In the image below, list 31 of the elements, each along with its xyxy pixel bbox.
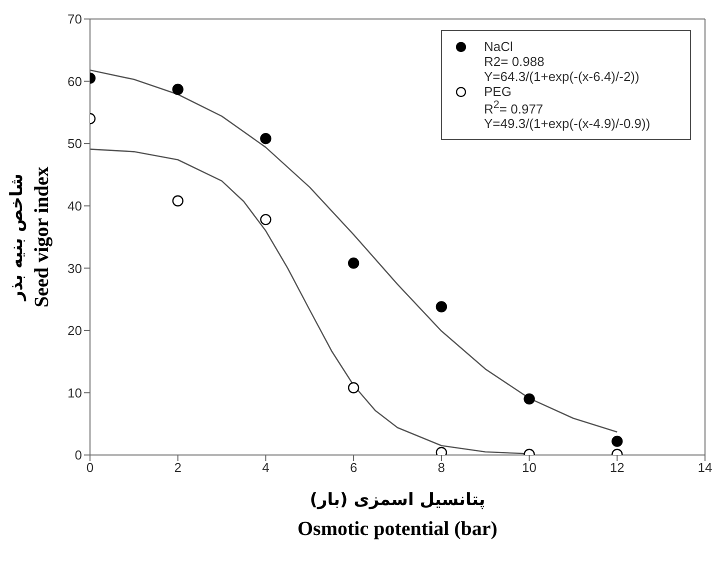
x-tick-label: 2 bbox=[174, 460, 182, 476]
y-tick-label: 40 bbox=[68, 198, 82, 214]
point bbox=[260, 214, 272, 226]
legend-label: PEG bbox=[484, 84, 512, 99]
y-tick-label: 0 bbox=[74, 448, 82, 463]
annotation: R2= 0.988 bbox=[484, 54, 546, 69]
point bbox=[348, 258, 360, 269]
y-tick-label: 70 bbox=[68, 12, 82, 27]
x-tick-label: 10 bbox=[522, 460, 537, 476]
x-tick-label: 6 bbox=[350, 460, 358, 476]
legend-label: NaCl bbox=[484, 39, 513, 54]
point bbox=[612, 436, 623, 447]
y-tick-label: 50 bbox=[68, 136, 82, 152]
x-tick-label: 8 bbox=[438, 460, 446, 476]
y-tick-label: 10 bbox=[68, 385, 82, 400]
annotation: Y=49.3/(1+exp(-(x-4.9)/-0.9)) bbox=[484, 116, 652, 132]
point bbox=[260, 132, 272, 144]
point bbox=[524, 393, 535, 405]
x-tick-label: 12 bbox=[610, 460, 624, 476]
y-tick-label: 20 bbox=[68, 323, 82, 338]
point bbox=[172, 84, 184, 95]
y-tick-label: 60 bbox=[68, 74, 82, 89]
y-tick-label: 30 bbox=[68, 260, 82, 276]
x-tick-label: 0 bbox=[86, 460, 94, 476]
x-tick-label: 14 bbox=[698, 460, 712, 476]
annotation: Y=64.3/(1+exp(-(x-6.4)/-2)) bbox=[484, 69, 640, 84]
x-tick-label: 4 bbox=[262, 460, 270, 476]
point bbox=[436, 301, 448, 312]
point bbox=[348, 382, 360, 394]
annotation: R$^{2}$= 0.977 bbox=[484, 99, 544, 116]
point bbox=[172, 195, 184, 206]
